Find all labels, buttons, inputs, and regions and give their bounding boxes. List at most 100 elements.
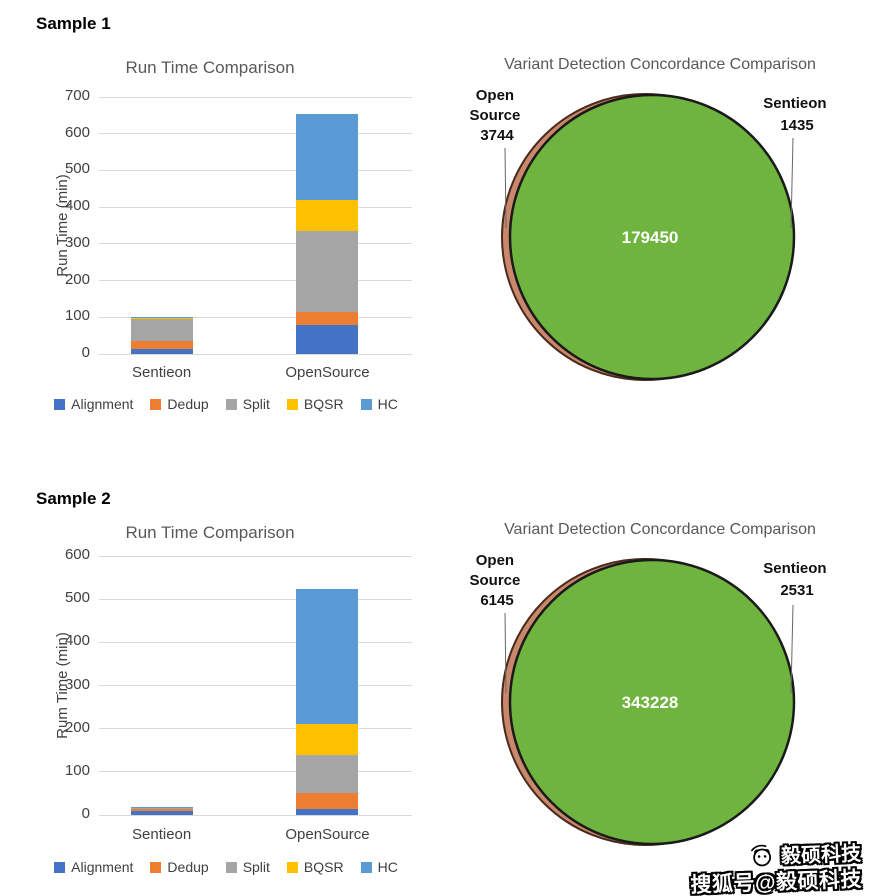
legend-item-bqsr: BQSR	[286, 859, 344, 875]
plot-area: 0 100 200 300 400 500 600 700	[65, 87, 412, 361]
legend-swatch	[54, 398, 66, 410]
bar-segment-hc-opensource	[296, 114, 359, 200]
gridline	[99, 771, 412, 773]
legend-swatch	[360, 398, 372, 410]
bar-segment-alignment-opensource	[296, 324, 359, 354]
gridline	[99, 133, 412, 135]
legend-label: Split	[242, 859, 270, 875]
legend-item-split: Split	[225, 859, 270, 875]
sentieon-circle	[508, 558, 796, 846]
panda-logo-icon	[750, 844, 772, 866]
bar-segment-dedup-sentieon	[130, 341, 193, 349]
bar-segment-split-sentieon	[130, 319, 193, 342]
open-source-label: Open Source 3744	[469, 87, 524, 144]
venn-svg: Open Source 3744 Sentieon 1435 179450	[469, 87, 827, 381]
bar-segment-alignment-sentieon	[130, 810, 193, 815]
venn-title: Variant Detection Concordance Comparison	[504, 56, 816, 73]
legend-swatch	[360, 861, 372, 873]
legend-swatch	[286, 861, 298, 873]
gridline	[99, 555, 412, 557]
legend-swatch	[225, 398, 237, 410]
legend-item-hc: HC	[360, 859, 398, 875]
sample1-bar-chart-panel: Run Time Comparison Run Time (min) 0 100 2…	[30, 52, 422, 424]
bar-segment-hc-opensource	[296, 589, 359, 725]
leader-line-left	[504, 147, 507, 229]
legend-item-hc: HC	[360, 396, 398, 412]
legend-label: HC	[377, 859, 398, 875]
chart-title: Run Time Comparison	[125, 523, 295, 542]
venn-title: Variant Detection Concordance Comparison	[504, 521, 816, 538]
chart-title: Run Time Comparison	[125, 58, 295, 77]
legend-swatch	[286, 398, 298, 410]
gridline	[99, 598, 412, 600]
bar-segment-hc-sentieon	[130, 317, 193, 319]
legend-item-dedup: Dedup	[150, 396, 209, 412]
legend-label: BQSR	[303, 859, 344, 875]
overlap-count: 179450	[622, 228, 679, 247]
bar-segment-bqsr-opensource	[296, 724, 359, 755]
bar-segment-bqsr-sentieon	[130, 318, 193, 320]
legend-swatch	[54, 861, 66, 873]
y-tick-label: 400	[64, 632, 90, 650]
legend-item-alignment: Alignment	[54, 396, 133, 412]
y-tick-label: 0	[81, 805, 90, 822]
legend-label: HC	[377, 396, 398, 412]
legend-swatch	[150, 398, 162, 410]
gridline	[99, 206, 412, 208]
gridline	[99, 280, 412, 282]
watermark: 毅硕科技 搜狐号@毅硕科技	[689, 837, 862, 896]
y-tick-label: 600	[64, 123, 90, 141]
venn-svg: Open Source 6145 Sentieon 2531 343228	[469, 552, 831, 846]
legend-label: Dedup	[167, 396, 209, 412]
gridline	[99, 728, 412, 730]
gridline	[99, 316, 412, 318]
y-tick-label: 100	[64, 307, 90, 325]
y-tick-label: 200	[64, 270, 90, 288]
bar-segment-bqsr-opensource	[296, 199, 359, 232]
x-axis-label: OpenSource	[285, 826, 370, 843]
sample1-label: Sample 1	[36, 14, 111, 33]
x-axis-label: Sentieon	[132, 364, 192, 381]
x-axis-label: OpenSource	[285, 364, 370, 381]
gridline	[99, 243, 412, 245]
y-tick-label: 500	[64, 160, 90, 178]
gridline	[99, 169, 412, 171]
legend: Alignment Dedup Split BQSR HC	[30, 859, 422, 875]
sample2-bar-chart-panel: Run Time Comparison Rum Time (min) 0 100 2…	[30, 517, 422, 892]
y-tick-label: 300	[64, 233, 90, 251]
legend-item-split: Split	[225, 396, 270, 412]
sample2-label: Sample 2	[36, 489, 111, 508]
legend-label: Alignment	[71, 859, 134, 875]
gridline	[99, 353, 412, 355]
y-tick-label: 700	[64, 87, 90, 104]
legend-item-dedup: Dedup	[150, 859, 209, 875]
watermark-account: 搜狐号@毅硕科技	[689, 868, 862, 896]
sample2-venn-panel: Variant Detection Concordance Comparison…	[440, 515, 865, 896]
gridline	[99, 685, 412, 686]
y-tick-label: 100	[64, 761, 90, 779]
sentieon-label: Sentieon 2531	[763, 560, 831, 599]
bar-segment-split-opensource	[296, 231, 359, 312]
x-axis-labels: Sentieon OpenSource	[99, 826, 412, 846]
leader-line-right	[790, 137, 794, 229]
plot-area: 0 100 200 300 400 500 600	[65, 546, 412, 822]
legend-label: Dedup	[167, 859, 209, 875]
bar-segment-dedup-sentieon	[130, 809, 193, 811]
bar-segment-alignment-sentieon	[130, 348, 193, 354]
y-tick-label: 500	[64, 589, 90, 607]
gridline	[99, 814, 412, 816]
bar-segment-split-sentieon	[130, 807, 193, 810]
legend: Alignment Dedup Split BQSR HC	[30, 396, 422, 412]
gridline	[99, 641, 412, 643]
overlap-count: 343228	[622, 693, 679, 712]
x-axis-labels: Sentieon OpenSource	[99, 364, 412, 384]
leader-line-right	[790, 604, 794, 694]
legend-swatch	[150, 861, 162, 873]
leader-line-left	[504, 612, 507, 694]
legend-label: BQSR	[303, 396, 344, 412]
gridline	[99, 96, 412, 98]
legend-item-alignment: Alignment	[54, 859, 133, 875]
legend-item-bqsr: BQSR	[286, 396, 344, 412]
open-source-label: Open Source 6145	[469, 552, 524, 609]
